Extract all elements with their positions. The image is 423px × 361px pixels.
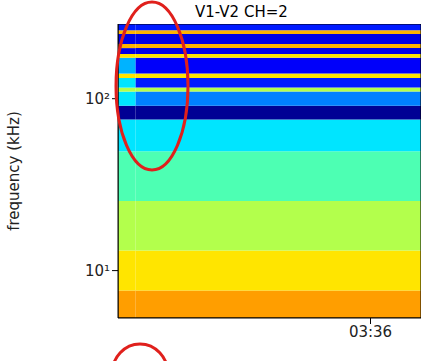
svg-text:10¹: 10¹: [85, 262, 110, 280]
svg-text:frequency (kHz): frequency (kHz): [5, 111, 23, 231]
svg-text:03:36: 03:36: [349, 323, 392, 341]
svg-text:V1-V2 CH=2: V1-V2 CH=2: [195, 3, 288, 21]
svg-text:10²: 10²: [85, 90, 110, 108]
